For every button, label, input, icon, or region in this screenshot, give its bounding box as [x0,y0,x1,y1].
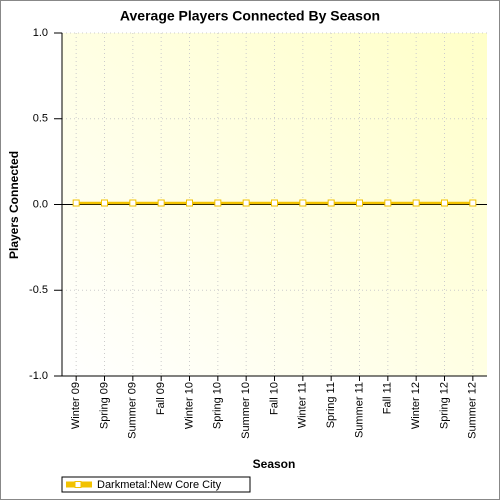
y-tick-label: -1.0 [29,370,48,382]
point-marker [186,199,193,207]
legend-label: Darkmetal:New Core City [97,479,222,491]
x-tick-label: Spring 11 [325,382,337,428]
x-axis-title: Season [253,457,296,471]
y-tick-label: 0.0 [33,198,48,210]
point-marker [101,199,108,207]
point-marker [469,199,477,207]
x-tick-label: Summer 09 [127,382,139,439]
point-marker [412,199,420,207]
x-tick-label: Summer 10 [240,382,252,439]
point-marker [72,199,80,207]
x-tick-label: Fall 09 [155,382,167,415]
y-tick-label: -0.5 [29,284,48,296]
point-marker [384,199,392,207]
x-tick-label: Fall 10 [268,382,280,415]
y-axis-title: Players Connected [7,151,21,259]
x-tick-label: Summer 11 [353,382,365,438]
x-tick-label: Spring 12 [438,382,450,429]
x-tick-label: Winter 09 [70,382,82,429]
y-tick-label: 0.5 [33,113,48,125]
y-tick-label: 1.0 [33,27,48,39]
x-tick-label: Winter 11 [297,382,309,428]
x-tick-label: Spring 09 [98,382,110,429]
x-tick-label: Winter 10 [183,382,195,429]
point-marker [271,199,278,207]
legend-marker [74,481,82,488]
point-marker [214,199,222,207]
x-tick-label: Summer 12 [467,382,479,439]
chart-title: Average Players Connected By Season [120,8,380,24]
point-marker [129,199,137,207]
point-marker [242,199,250,207]
point-marker [299,199,307,207]
point-marker [157,199,165,207]
x-tick-label: Winter 12 [410,382,422,429]
legend [61,476,251,493]
point-marker [356,199,363,207]
point-marker [441,199,448,207]
x-tick-label: Spring 10 [212,382,224,429]
point-marker [327,199,335,207]
x-tick-label: Fall 11 [382,382,394,414]
